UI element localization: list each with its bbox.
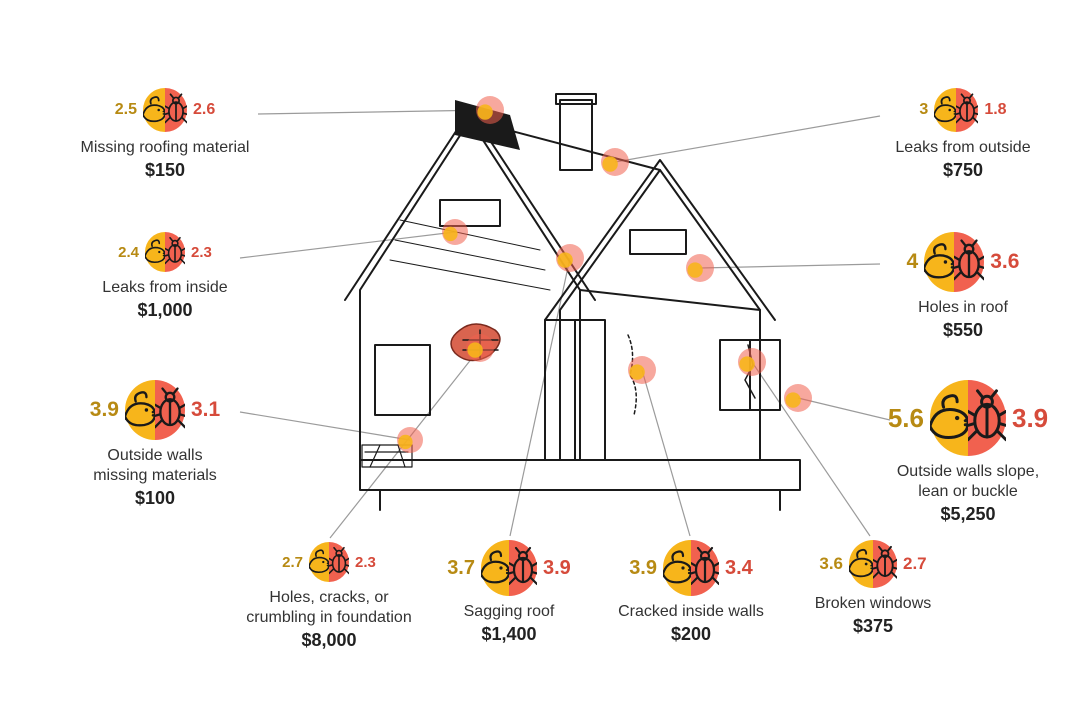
roach-icon	[165, 88, 187, 132]
icon-pair: 3.9	[40, 380, 270, 440]
rodent-value: 3.9	[90, 398, 119, 422]
rodent-icon	[125, 380, 155, 440]
callout-slope: 5.6	[858, 380, 1078, 525]
half-circle-pair	[145, 232, 185, 272]
roach-icon	[968, 380, 1006, 456]
rodent-icon	[930, 380, 968, 456]
callout-label: Missing roofing material	[50, 138, 280, 158]
rodent-value: 3.6	[819, 554, 843, 574]
half-circle-pair	[849, 540, 897, 588]
callout-broken: 3.6	[788, 540, 958, 637]
callout-cost: $1,400	[424, 624, 594, 645]
rodent-icon	[924, 232, 954, 292]
infographic-stage: 2.5	[0, 0, 1085, 727]
roach-value: 3.9	[1012, 403, 1048, 434]
callout-label: Leaks from outside	[858, 138, 1068, 158]
rodent-value: 5.6	[888, 403, 924, 434]
icon-pair: 5.6	[858, 380, 1078, 456]
rodent-icon	[481, 540, 509, 596]
rodent-value: 4	[907, 250, 919, 274]
callout-cost: $550	[858, 320, 1068, 341]
roach-icon	[329, 542, 349, 582]
roach-value: 1.8	[984, 101, 1006, 119]
rodent-icon	[143, 88, 165, 132]
icon-pair: 2.7	[214, 542, 444, 582]
callout-cost: $5,250	[858, 504, 1078, 525]
roach-value: 2.3	[191, 244, 212, 261]
rodent-value: 3.9	[629, 557, 657, 580]
rodent-icon	[663, 540, 691, 596]
half-circle-pair	[924, 232, 984, 292]
roach-value: 2.7	[903, 554, 927, 574]
roach-icon	[956, 88, 978, 132]
callout-roofing: 2.5	[50, 88, 280, 181]
half-circle-pair	[481, 540, 537, 596]
half-circle-pair	[663, 540, 719, 596]
roach-icon	[873, 540, 897, 588]
callout-label: Holes in roof	[858, 298, 1068, 318]
roach-icon	[165, 232, 185, 272]
half-circle-pair	[934, 88, 978, 132]
rodent-value: 3	[919, 101, 928, 119]
callout-cost: $8,000	[214, 630, 444, 651]
roach-value: 2.6	[193, 101, 215, 119]
rodent-value: 3.7	[447, 557, 475, 580]
callout-label: Outside wallsmissing materials	[40, 446, 270, 486]
roach-icon	[691, 540, 719, 596]
icon-pair: 2.5	[50, 88, 280, 132]
rodent-value: 2.4	[118, 244, 139, 261]
icon-pair: 4	[858, 232, 1068, 292]
half-circle-pair	[143, 88, 187, 132]
icon-pair: 3.6	[788, 540, 958, 588]
half-circle-pair	[309, 542, 349, 582]
callout-cost: $200	[596, 624, 786, 645]
connector-line	[642, 370, 690, 536]
connector-line	[615, 116, 880, 162]
callout-cracked: 3.9	[596, 540, 786, 645]
half-circle-pair	[930, 380, 1006, 456]
callout-label: Outside walls slope,lean or buckle	[858, 462, 1078, 502]
roach-value: 3.9	[543, 557, 571, 580]
rodent-icon	[849, 540, 873, 588]
roach-value: 2.3	[355, 554, 376, 571]
callout-label: Sagging roof	[424, 602, 594, 622]
rodent-icon	[309, 542, 329, 582]
icon-pair: 2.4	[50, 232, 280, 272]
roach-value: 3.6	[990, 250, 1019, 274]
icon-pair: 3	[858, 88, 1068, 132]
icon-pair: 3.9	[596, 540, 786, 596]
callout-cost: $750	[858, 160, 1068, 181]
callout-leaks_out: 3	[858, 88, 1068, 181]
callout-sagging: 3.7	[424, 540, 594, 645]
callout-cost: $100	[40, 488, 270, 509]
callout-holes_roof: 4	[858, 232, 1068, 341]
roach-value: 3.4	[725, 557, 753, 580]
callout-cost: $150	[50, 160, 280, 181]
half-circle-pair	[125, 380, 185, 440]
roach-icon	[509, 540, 537, 596]
callout-cost: $375	[788, 616, 958, 637]
callout-cost: $1,000	[50, 300, 280, 321]
callout-label: Leaks from inside	[50, 278, 280, 298]
rodent-value: 2.5	[115, 101, 137, 119]
callout-foundation: 2.7	[214, 542, 444, 651]
rodent-icon	[145, 232, 165, 272]
roach-icon	[155, 380, 185, 440]
callout-label: Holes, cracks, orcrumbling in foundation	[214, 588, 444, 628]
callout-outside_miss: 3.9	[40, 380, 270, 509]
callout-label: Cracked inside walls	[596, 602, 786, 622]
rodent-value: 2.7	[282, 554, 303, 571]
connector-line	[752, 362, 870, 536]
roach-icon	[954, 232, 984, 292]
roach-value: 3.1	[191, 398, 220, 422]
icon-pair: 3.7	[424, 540, 594, 596]
callout-leaks_in: 2.4	[50, 232, 280, 321]
callout-label: Broken windows	[788, 594, 958, 614]
rodent-icon	[934, 88, 956, 132]
connector-lines	[240, 110, 890, 538]
